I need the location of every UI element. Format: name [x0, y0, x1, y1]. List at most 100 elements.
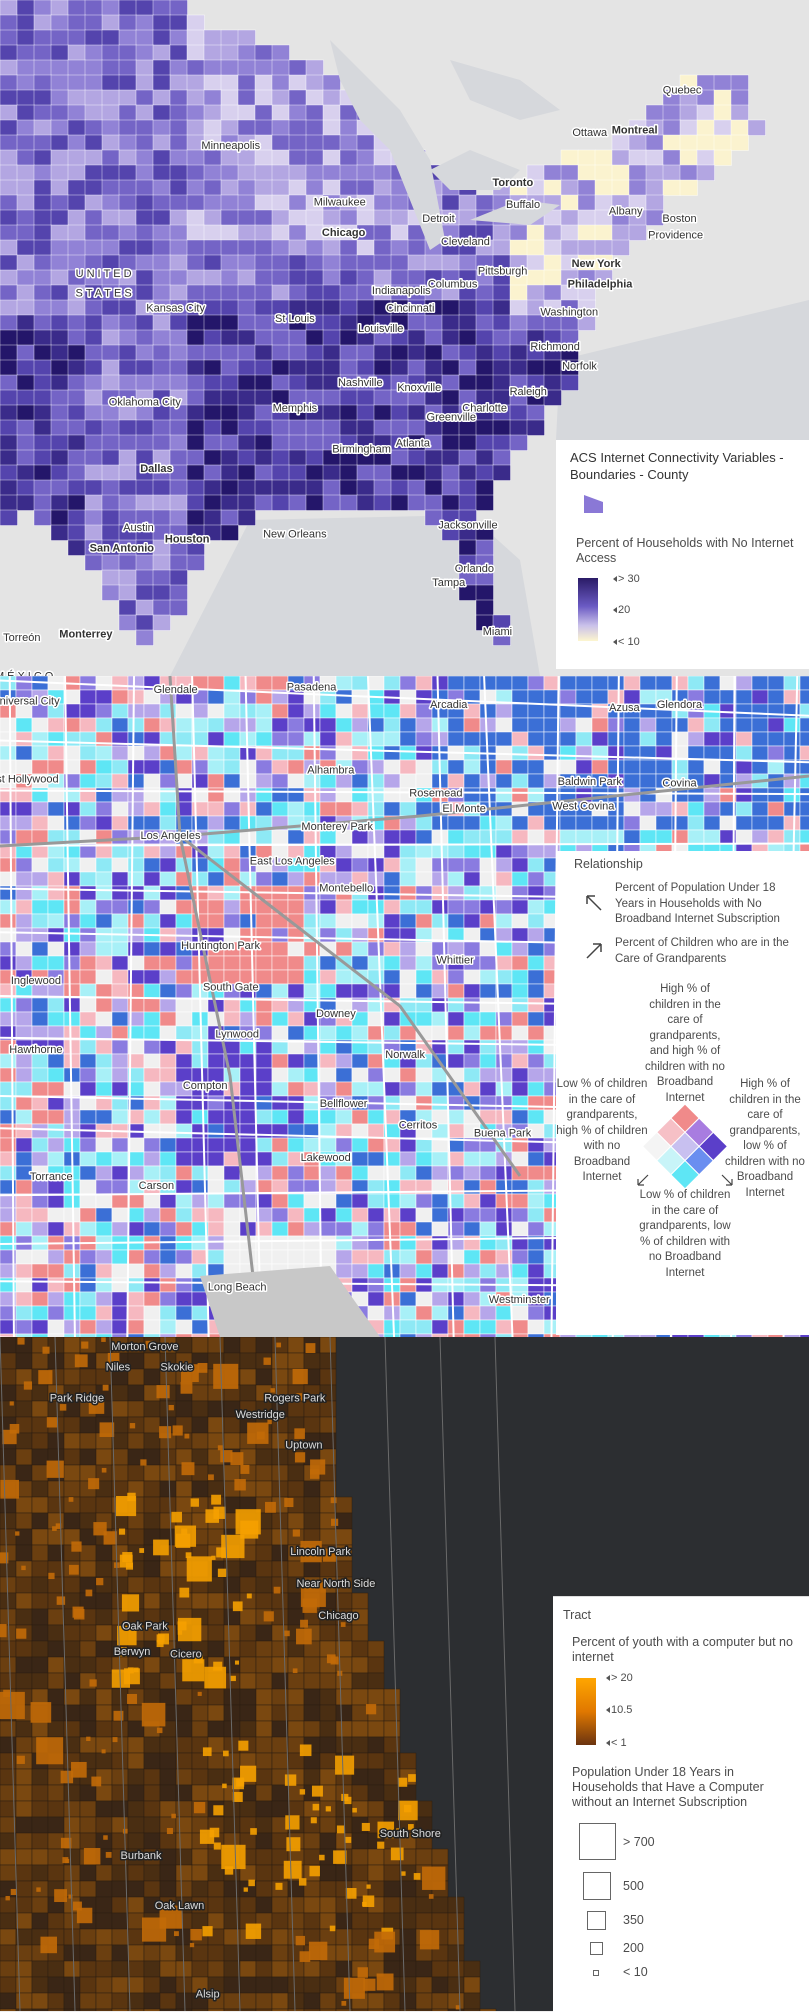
tract: [512, 1082, 528, 1096]
tract: [128, 1945, 144, 1961]
tract: [256, 1753, 272, 1769]
tract: [352, 1110, 368, 1124]
county: [646, 165, 664, 181]
county: [408, 330, 426, 346]
tract: [304, 1208, 320, 1222]
tract: [176, 1689, 192, 1705]
county: [153, 15, 171, 31]
tract: [240, 1657, 256, 1673]
county: [0, 255, 18, 271]
tract: [256, 1625, 272, 1641]
tract: [432, 1849, 448, 1865]
tract: [160, 914, 176, 928]
tract: [16, 956, 32, 970]
county: [527, 270, 545, 286]
tract: [400, 1264, 416, 1278]
county: [153, 135, 171, 151]
tract: [80, 900, 96, 914]
tract: [160, 1849, 176, 1865]
place-label: Oklahoma City: [109, 396, 182, 408]
tract: [256, 1369, 272, 1385]
tract: [144, 1769, 160, 1785]
county: [68, 0, 86, 16]
tract: [224, 1977, 240, 1993]
county: [153, 600, 171, 616]
tract: [256, 1054, 272, 1068]
tract-square: [178, 1630, 182, 1634]
county: [34, 360, 52, 376]
tract: [48, 1977, 64, 1993]
tract: [208, 774, 224, 788]
tract-square: [122, 1552, 132, 1562]
tract: [96, 718, 112, 732]
tract: [384, 676, 400, 690]
tract: [272, 1993, 288, 2009]
county: [527, 405, 545, 421]
county: [255, 360, 273, 376]
tract: [528, 1222, 544, 1236]
tract: [688, 816, 704, 830]
tract: [480, 1320, 496, 1334]
county: [102, 195, 120, 211]
tract: [784, 746, 800, 760]
county: [136, 225, 154, 241]
tract: [176, 1292, 192, 1306]
tract: [336, 858, 352, 872]
county: [442, 360, 460, 376]
county: [323, 495, 341, 511]
county: [51, 30, 69, 46]
county: [170, 45, 188, 61]
tract: [480, 816, 496, 830]
tract: [384, 1801, 400, 1817]
tract: [32, 914, 48, 928]
tract: [128, 1977, 144, 1993]
tract: [224, 1180, 240, 1194]
tract: [400, 1026, 416, 1040]
county: [187, 330, 205, 346]
county: [238, 435, 256, 451]
tract: [96, 1306, 112, 1320]
tract-square: [205, 1509, 219, 1523]
tract: [48, 732, 64, 746]
tract: [160, 788, 176, 802]
county: [425, 360, 443, 376]
tract: [336, 788, 352, 802]
tract: [288, 1194, 304, 1208]
county: [357, 345, 375, 361]
tract: [528, 886, 544, 900]
tract: [176, 1881, 192, 1897]
place-label: Boston: [662, 213, 696, 225]
place-label: Ottawa: [572, 127, 608, 139]
tract: [704, 676, 720, 690]
county: [340, 480, 358, 496]
tract: [0, 1865, 16, 1881]
county: [357, 480, 375, 496]
county: [204, 30, 222, 46]
tract: [288, 872, 304, 886]
tract: [16, 816, 32, 830]
county: [221, 405, 239, 421]
county: [153, 510, 171, 526]
tract: [208, 1054, 224, 1068]
county: [374, 465, 392, 481]
county: [629, 135, 647, 151]
county: [68, 405, 86, 421]
tract: [160, 1785, 176, 1801]
tract: [528, 984, 544, 998]
tract-square: [293, 1529, 300, 1536]
tract: [96, 1026, 112, 1040]
tract: [336, 1222, 352, 1236]
tract: [464, 676, 480, 690]
county: [221, 315, 239, 331]
tract: [272, 732, 288, 746]
county: [425, 450, 443, 466]
tract: [336, 1561, 352, 1577]
tract-square: [31, 1702, 52, 1723]
tract: [512, 1138, 528, 1152]
county: [136, 315, 154, 331]
county: [391, 360, 409, 376]
tract: [240, 1801, 256, 1817]
tract: [80, 914, 96, 928]
county: [119, 435, 137, 451]
tract: [208, 788, 224, 802]
